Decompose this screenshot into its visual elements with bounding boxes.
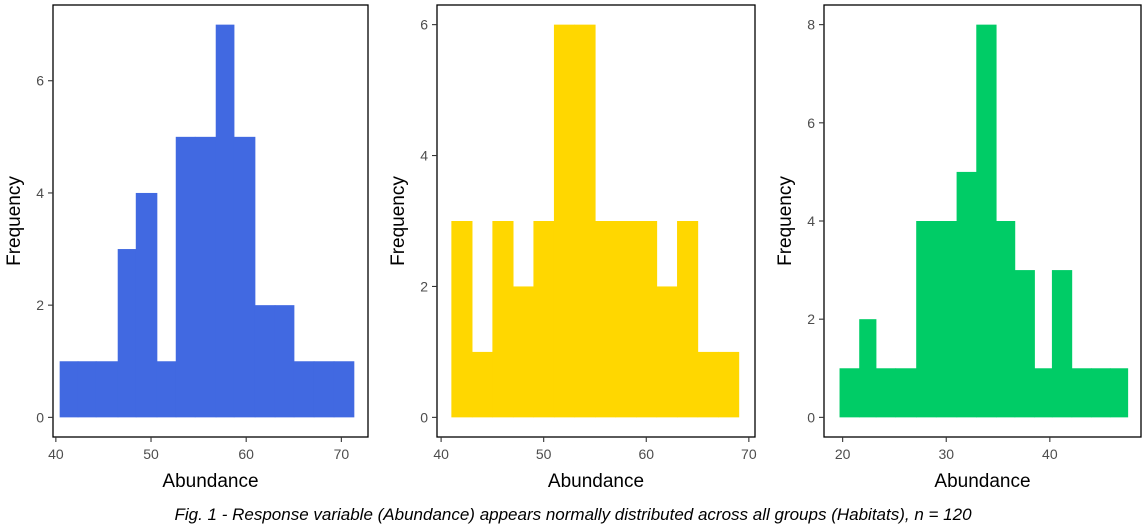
histogram-bar xyxy=(553,24,576,418)
y-tick-label: 4 xyxy=(420,148,428,164)
y-tick-label: 2 xyxy=(36,297,44,313)
y-tick-label: 6 xyxy=(36,73,44,89)
histogram-bar xyxy=(1071,368,1092,418)
x-tick-label: 70 xyxy=(334,446,350,462)
y-tick-label: 6 xyxy=(807,115,815,131)
histogram-bar xyxy=(976,24,997,418)
histogram-bar xyxy=(1014,270,1035,418)
y-tick-label: 2 xyxy=(420,278,428,294)
histogram-bar xyxy=(95,361,119,418)
histogram-bar xyxy=(533,221,555,418)
y-tick-label: 0 xyxy=(420,409,428,425)
histogram-bar xyxy=(1091,368,1111,418)
y-tick-label: 4 xyxy=(807,213,815,229)
histogram-bar xyxy=(895,368,917,418)
histogram-bar xyxy=(1051,270,1073,418)
y-tick-label: 6 xyxy=(420,17,428,33)
histogram-panel-1: 0 2 4 6 40 50 60 70 Abundance Frequency xyxy=(4,4,369,492)
figure-caption: Fig. 1 - Response variable (Abundance) a… xyxy=(174,505,972,524)
x-tick-label: 40 xyxy=(433,446,449,462)
y-axis-title: Frequency xyxy=(4,176,25,266)
y-tick-label: 0 xyxy=(36,409,44,425)
y-tick-label: 4 xyxy=(36,185,44,201)
y-tick-label: 2 xyxy=(807,311,815,327)
histogram-bar xyxy=(233,136,256,418)
x-axis-title: Abundance xyxy=(934,471,1030,492)
histogram-bar xyxy=(875,368,897,418)
histogram-bar xyxy=(677,221,699,418)
histogram-bar xyxy=(859,319,877,418)
histogram-bar xyxy=(574,24,596,418)
histogram-bar xyxy=(194,136,217,418)
x-tick-label: 60 xyxy=(238,446,254,462)
histogram-bar xyxy=(451,221,473,418)
y-axis-title: Frequency xyxy=(388,176,409,266)
histogram-bar xyxy=(156,361,177,418)
y-axis-title: Frequency xyxy=(775,176,796,266)
y-tick-label: 0 xyxy=(807,409,815,425)
histogram-bar xyxy=(1109,368,1129,418)
histogram-panel-2: 0 2 4 6 40 50 60 70 Abundance Frequency xyxy=(388,4,757,492)
histogram-bar xyxy=(956,171,977,418)
histogram-bar xyxy=(59,361,79,418)
x-axis-title: Abundance xyxy=(548,471,644,492)
histogram-bar xyxy=(274,305,295,418)
histogram-bar xyxy=(254,305,276,418)
histogram-bar xyxy=(995,221,1016,418)
histogram-bar xyxy=(512,286,535,418)
x-tick-label: 20 xyxy=(835,446,851,462)
histogram-bar xyxy=(697,351,719,418)
y-tick-label: 8 xyxy=(807,17,815,33)
x-tick-label: 40 xyxy=(1042,446,1058,462)
panel-border xyxy=(436,4,756,438)
histogram-bar xyxy=(656,286,678,418)
x-tick-label: 30 xyxy=(938,446,954,462)
x-tick-label: 70 xyxy=(741,446,757,462)
x-tick-label: 50 xyxy=(143,446,159,462)
histogram-bar xyxy=(935,221,958,418)
histogram-bar xyxy=(615,221,637,418)
histogram-bar xyxy=(175,136,196,418)
histogram-bar xyxy=(718,351,740,418)
histogram-bar xyxy=(313,361,335,418)
histogram-bar xyxy=(839,368,860,418)
histogram-bar xyxy=(215,24,235,418)
histogram-bar xyxy=(117,249,137,418)
histogram-bar xyxy=(293,361,315,418)
x-tick-label: 40 xyxy=(48,446,64,462)
histogram-bar xyxy=(77,361,97,418)
histogram-bar xyxy=(594,221,617,418)
histogram-bar xyxy=(1034,368,1053,418)
x-axis-title: Abundance xyxy=(162,471,258,492)
x-tick-label: 50 xyxy=(536,446,552,462)
histogram-bar xyxy=(135,192,158,418)
histogram-bar xyxy=(471,351,493,418)
histogram-bar xyxy=(636,221,658,418)
histogram-bar xyxy=(492,221,514,418)
x-tick-label: 60 xyxy=(638,446,654,462)
histogram-bar xyxy=(333,361,355,418)
histogram-bar xyxy=(916,221,937,418)
histogram-panel-3: 0 2 4 6 8 20 30 40 Abundance Frequency xyxy=(775,4,1142,492)
panel-border xyxy=(52,4,369,438)
